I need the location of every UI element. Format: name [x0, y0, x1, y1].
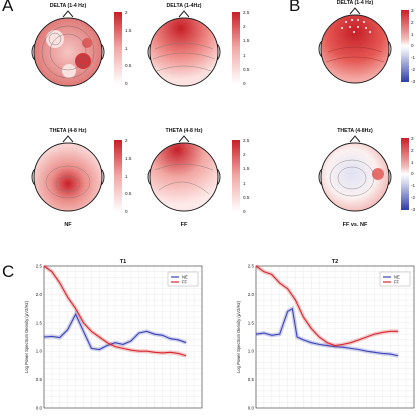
topomap-ff-theta [147, 135, 221, 212]
colorbar-tick: 1 [411, 159, 414, 165]
panel-letter-c: C [2, 262, 15, 281]
colorbar-tick: -2 [411, 67, 416, 73]
legend-label: FF [182, 280, 188, 285]
chart-title: T1 [120, 259, 126, 265]
y-tick-label: 1.0 [248, 349, 255, 354]
colorbar-tick: 1 [411, 31, 414, 37]
legend-label: FF [394, 280, 400, 285]
colorbar [401, 10, 409, 82]
colorbar-tick: -2 [411, 195, 416, 201]
colorbar-ticks: 2.5 2 1.5 1 0.5 0 [243, 138, 249, 214]
colorbar-tick: 2 [243, 24, 246, 30]
colorbar-tick: 1.5 [243, 38, 250, 44]
colorbar [232, 12, 240, 84]
y-tick-label: 2.0 [248, 292, 255, 297]
y-tick-label: 0.0 [36, 406, 43, 411]
y-tick-label: 1.5 [36, 320, 43, 325]
colorbar-tick: 0 [243, 80, 246, 86]
topomap-title: DELTA (1-4 Hz) [336, 0, 374, 6]
colorbar [401, 138, 409, 210]
chart-title: T2 [332, 259, 338, 265]
y-axis-label: Log Power Spectrum Density (μV2/Hz) [24, 300, 29, 373]
colorbar-tick: 2.5 [243, 138, 250, 143]
colorbar-ticks: 3 2 1 0 -1 -2 -3 [411, 136, 415, 212]
topomap-diff-theta [318, 135, 392, 212]
colorbar-tick: 1.5 [243, 166, 250, 172]
group-label-ff: FF [180, 222, 188, 228]
group-label-nf: NF [64, 222, 72, 228]
y-tick-label: 0.5 [248, 377, 255, 382]
colorbar-tick: 1 [125, 173, 128, 179]
topomap-ff-delta [147, 10, 221, 87]
colorbar-tick: 1.5 [125, 27, 132, 33]
topomap-title: THETA (4-8 Hz) [165, 128, 203, 134]
colorbar-tick: 2 [125, 138, 128, 143]
colorbar-tick: 2 [411, 19, 414, 25]
colorbar-tick: 0 [411, 43, 414, 49]
topomap-diff-delta [318, 7, 392, 84]
colorbar-ticks: 2 1.5 1 0.5 0 [125, 10, 131, 86]
topomap-nf-delta [31, 10, 105, 87]
plot-frame [255, 265, 415, 409]
y-tick-label: 1.5 [248, 320, 255, 325]
y-tick-label: 2.0 [36, 292, 43, 297]
colorbar-tick: 0 [125, 81, 128, 86]
colorbar-tick: 0.5 [243, 194, 250, 200]
colorbar-tick: 1 [243, 52, 246, 58]
colorbar-tick: 0 [411, 171, 414, 177]
psd-chart-t2: 0.0 0.5 1.0 1.5 2.0 2.5 T2 Log Power Spectrum D… [236, 259, 415, 411]
colorbar-tick: 1.5 [125, 155, 132, 161]
y-tick-label: 0.5 [36, 377, 43, 382]
series-line [43, 265, 187, 357]
y-tick-label: 1.0 [36, 349, 43, 354]
colorbar-tick: 3 [411, 8, 414, 13]
colorbar-tick: -1 [411, 183, 416, 189]
colorbar-tick: 2 [243, 152, 246, 158]
colorbar-tick: 2 [125, 10, 128, 15]
y-tick-label: 0.0 [248, 406, 255, 411]
colorbar-tick: 0.5 [125, 191, 132, 197]
topomap-title: DELTA (1-4Hz) [166, 3, 202, 9]
colorbar-tick: 2.5 [243, 10, 250, 15]
colorbar-tick: 0.5 [125, 63, 132, 69]
series-line [255, 265, 399, 347]
colorbar-tick: 1 [243, 180, 246, 186]
colorbar-tick: 3 [411, 136, 414, 141]
topomap-title: THETA (4-8 Hz) [49, 128, 87, 134]
colorbar-tick: -3 [411, 206, 416, 212]
colorbar-tick: 0.5 [243, 66, 250, 72]
topomap-title: DELTA (1-4 Hz) [49, 3, 87, 9]
colorbar-tick: 1 [125, 45, 128, 51]
panel-letter-a: A [2, 0, 14, 15]
legend-label: NE [182, 275, 188, 280]
colorbar-tick: 0 [125, 209, 128, 214]
topomap-nf-theta [31, 135, 105, 212]
colorbar [114, 140, 122, 212]
colorbar-tick: -3 [411, 78, 416, 84]
colorbar-ticks: 2 1.5 1 0.5 0 [125, 138, 131, 214]
colorbar-tick: -1 [411, 55, 416, 61]
colorbar [232, 140, 240, 212]
series-line [43, 313, 187, 351]
colorbar-tick: 2 [411, 147, 414, 153]
y-tick-label: 2.5 [36, 264, 43, 269]
series-line [255, 307, 399, 357]
legend-label: NE [394, 275, 400, 280]
psd-chart-t1: 0.0 0.5 1.0 1.5 2.0 2.5 T1 Log Power Spectrum D… [24, 259, 203, 411]
panel-letter-b: B [289, 0, 301, 15]
topomap-title: THETA (4-8Hz) [337, 128, 373, 134]
colorbar-tick: 0 [243, 208, 246, 214]
y-axis-label: Log Power Spectrum Density (μV2/Hz) [236, 300, 241, 373]
colorbar-ticks: 2.5 2 1.5 1 0.5 0 [243, 10, 249, 86]
group-label-ff-vs-nf: FF vs. NF [342, 222, 368, 228]
colorbar [114, 12, 122, 84]
y-tick-label: 2.5 [248, 264, 255, 269]
colorbar-ticks: 3 2 1 0 -1 -2 -3 [411, 8, 415, 84]
